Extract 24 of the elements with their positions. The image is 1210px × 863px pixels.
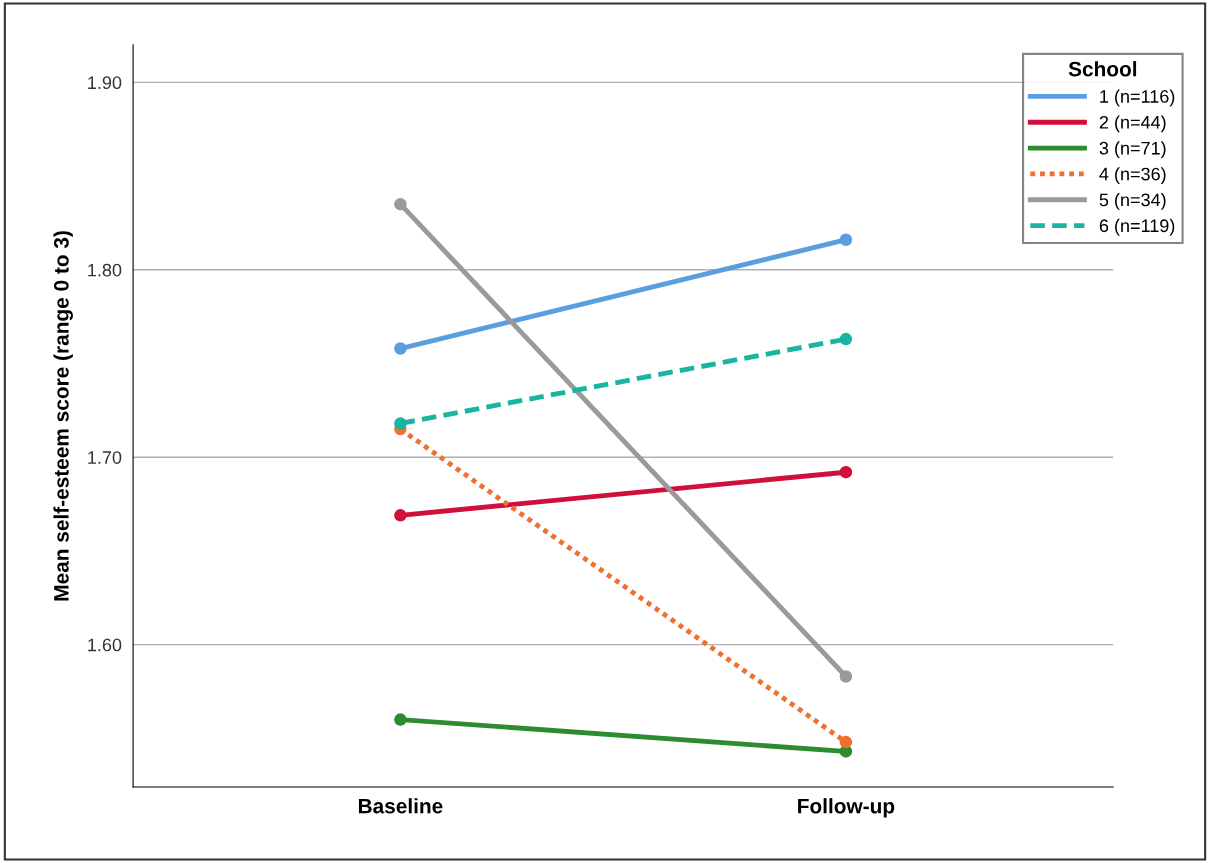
y-tick-label: 1.80: [88, 263, 122, 277]
point: [394, 417, 407, 430]
point: [839, 233, 853, 247]
point: [394, 713, 407, 726]
legend-label: 3 (n=71): [1099, 141, 1166, 159]
point: [394, 509, 407, 522]
legend-label: 4 (n=36): [1099, 167, 1166, 184]
x-tick-label: Follow-up: [798, 798, 895, 818]
point: [839, 735, 853, 749]
x-tick-label: Baseline: [358, 798, 443, 814]
point: [839, 465, 853, 479]
y-tick-label: 1.60: [88, 638, 122, 652]
point: [839, 332, 853, 346]
legend-label: 5 (n=34): [1099, 193, 1166, 210]
point: [394, 342, 407, 355]
point: [394, 197, 407, 211]
legend-title: School: [1068, 61, 1137, 77]
legend-label: 6 (n=119): [1099, 218, 1175, 236]
y-tick-label: 1.90: [88, 76, 122, 90]
legend-label: 1 (n=116): [1100, 89, 1175, 107]
y-tick-label: 1.70: [88, 451, 122, 464]
legend-label: 2 (n=44): [1099, 115, 1166, 133]
y-axis-title: Mean self-esteem score (range 0 to 3): [53, 231, 73, 601]
point: [839, 670, 853, 683]
